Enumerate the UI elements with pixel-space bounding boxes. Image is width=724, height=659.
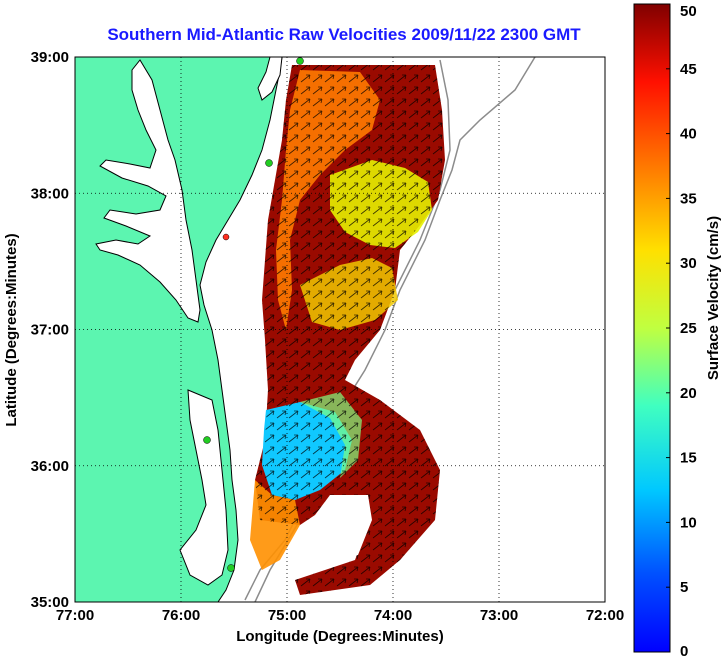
colorbar-tick-label: 30 [680, 255, 697, 272]
velocity-arrows [255, 65, 445, 595]
gridlines [75, 57, 605, 602]
pamlico-sound [179, 389, 229, 586]
colorbar-tick-label: 0 [680, 643, 688, 659]
delaware-bay [257, 57, 283, 101]
station-marker [203, 436, 211, 444]
plot-frame [74, 56, 606, 603]
colorbar-tick-label: 15 [680, 450, 697, 467]
y-tick-label: 38:00 [31, 185, 69, 202]
plot-area [75, 57, 605, 602]
colorbar-label: Surface Velocity (cm/s) [705, 216, 722, 380]
station-marker [222, 233, 230, 241]
station-marker [296, 57, 304, 65]
x-tick-label: 76:00 [162, 607, 200, 624]
land-mass [75, 57, 283, 602]
station-marker [227, 564, 235, 572]
x-axis-label: Longitude (Degrees:Minutes) [236, 628, 444, 645]
colorbar-tick-label: 35 [680, 190, 697, 207]
station-marker [265, 159, 273, 167]
colorbar-tick-label: 5 [680, 579, 688, 596]
y-axis-label: Latitude (Degrees:Minutes) [3, 233, 20, 426]
colorbar-ticks: 0 5 10 15 20 25 30 35 40 45 50 [666, 3, 697, 659]
y-tick-label: 39:00 [31, 49, 69, 66]
velocity-field [250, 65, 445, 595]
colorbar-tick-label: 20 [680, 385, 697, 402]
y-tick-label: 35:00 [31, 594, 69, 611]
x-tick-label: 72:00 [586, 607, 624, 624]
x-tick-label: 77:00 [56, 607, 94, 624]
y-tick-label: 36:00 [31, 458, 69, 475]
x-tick-label: 73:00 [480, 607, 518, 624]
no-data-gap [322, 495, 372, 560]
x-tick-label: 75:00 [268, 607, 306, 624]
chesapeake-bay [95, 59, 201, 323]
y-tick-label: 37:00 [31, 322, 69, 339]
colorbar-tick-label: 25 [680, 320, 697, 337]
y-tick-labels: 39:00 38:00 37:00 36:00 35:00 [31, 49, 69, 611]
colorbar-tick-label: 40 [680, 126, 697, 143]
colorbar-tick-label: 50 [680, 3, 697, 20]
chart-title: Southern Mid-Atlantic Raw Velocities 200… [107, 25, 581, 44]
x-tick-labels: 77:00 76:00 75:00 74:00 73:00 72:00 [56, 607, 624, 624]
colorbar-tick-label: 45 [680, 61, 697, 78]
x-tick-label: 74:00 [374, 607, 412, 624]
colorbar [633, 3, 671, 653]
colorbar-tick-label: 10 [680, 514, 697, 531]
